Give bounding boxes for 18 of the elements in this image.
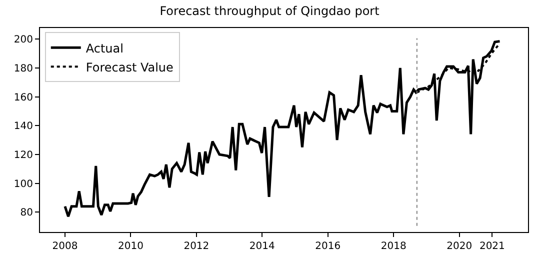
x-tick-label: 2018 xyxy=(380,241,406,252)
x-tick-label: 2020 xyxy=(446,241,472,252)
y-tick-label: 140 xyxy=(14,121,33,132)
y-tick-label: 160 xyxy=(14,92,33,104)
y-tick-label: 200 xyxy=(14,34,33,46)
x-tick-label: 2010 xyxy=(118,241,144,252)
x-tick-label: 2021 xyxy=(479,241,505,252)
y-tick-label: 120 xyxy=(14,150,33,161)
y-tick-label: 80 xyxy=(20,208,33,219)
y-tick-label: 100 xyxy=(14,178,33,190)
x-tick-label: 2012 xyxy=(184,241,210,252)
x-tick-label: 2008 xyxy=(52,241,78,252)
legend-label: Actual xyxy=(86,41,124,56)
x-tick-label: 2016 xyxy=(315,241,341,252)
legend-label: Forecast Value xyxy=(86,60,174,74)
x-tick-label: 2014 xyxy=(249,241,275,252)
y-tick-label: 180 xyxy=(14,63,33,74)
chart-title: Forecast throughput of Qingdao port xyxy=(160,4,380,18)
